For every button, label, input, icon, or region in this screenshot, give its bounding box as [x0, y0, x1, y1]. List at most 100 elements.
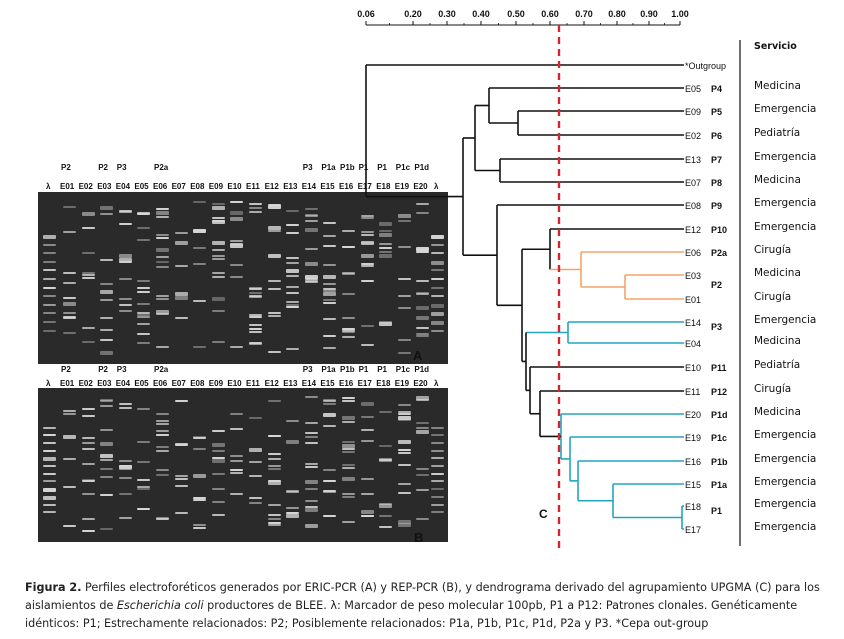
gel-band [43, 457, 56, 462]
gel-band [100, 400, 114, 403]
gel-pattern-label: P1c [395, 163, 411, 172]
lane-label: E13 [283, 379, 298, 388]
leaf-id-label: E15 [685, 480, 701, 490]
gel-band [156, 422, 169, 425]
axis-tick-label: 0.90 [640, 9, 658, 19]
gel-band [286, 512, 300, 515]
service-label: Emergencia [754, 221, 817, 233]
gel-pattern-label: P2a [154, 163, 169, 172]
lane-label: E19 [394, 182, 410, 191]
gel-band [137, 286, 151, 289]
gel-lane [267, 192, 281, 364]
gel-band [156, 313, 169, 316]
gel-lane [230, 388, 244, 542]
gel-band [397, 449, 411, 451]
gel-band [230, 346, 244, 349]
gel-lane [267, 388, 281, 542]
gel-band [416, 335, 430, 338]
gel-band [137, 332, 151, 335]
gel-band [323, 402, 337, 405]
leaf-id-label: E12 [685, 225, 701, 235]
gel-band [342, 271, 355, 274]
lane-label: E14 [301, 182, 317, 191]
gel-band [323, 413, 337, 418]
gel-band [100, 475, 114, 478]
gel-band [431, 295, 444, 298]
gel-band [63, 282, 76, 285]
gel-pattern-label: P1 [377, 365, 387, 374]
gel-band [118, 492, 132, 495]
gel-band [100, 458, 114, 461]
gel-band [286, 256, 300, 259]
gel-band [211, 219, 225, 222]
gel-band [323, 282, 337, 285]
gel-a-eric-pcr [38, 192, 448, 364]
gel-band [323, 222, 337, 225]
gel-band [174, 265, 188, 268]
leaf-pattern-label: P9 [711, 201, 722, 211]
lane-label: E03 [97, 379, 112, 388]
gel-band [156, 450, 169, 453]
gel-band [360, 510, 374, 515]
gel-band [286, 301, 300, 304]
gel-band [416, 488, 430, 491]
gel-lane [81, 388, 95, 542]
lane-label: E07 [171, 379, 186, 388]
gel-band [63, 316, 76, 319]
marker-label: λ [46, 379, 51, 388]
gel-band [431, 303, 444, 308]
gel-band [137, 508, 151, 511]
gel-band [431, 235, 444, 239]
gel-band [304, 463, 318, 466]
gel-band [286, 490, 300, 493]
gel-band [379, 251, 393, 254]
gel-band [118, 466, 132, 469]
gel-band [137, 316, 151, 319]
leaf-pattern-label: P1c [711, 433, 727, 443]
gel-band [397, 463, 411, 466]
gel-lane [174, 192, 188, 364]
gel-band [286, 513, 300, 518]
gel-band [286, 275, 300, 278]
gel-band [286, 286, 300, 289]
gel-band [63, 331, 76, 334]
gel-lane [416, 192, 430, 364]
gel-band [397, 416, 411, 421]
gel-band [267, 205, 281, 210]
gel-band [342, 229, 355, 232]
gel-band [193, 201, 207, 204]
service-label: Emergencia [754, 314, 817, 326]
gel-band [286, 268, 300, 273]
gel-band [118, 210, 132, 213]
gel-band [100, 282, 114, 285]
lane-label: E11 [246, 182, 260, 191]
gel-band [81, 463, 95, 466]
gel-band [267, 204, 281, 207]
leaf-id-label: E01 [685, 295, 701, 305]
gel-band [342, 450, 355, 453]
gel-band [118, 310, 132, 313]
gel-pattern-label: P2 [98, 365, 108, 374]
gel-band [63, 413, 76, 416]
gel-lane [249, 192, 262, 364]
gel-band [323, 480, 337, 483]
leaf-id-label: E04 [685, 339, 701, 349]
leaf-id-label: E09 [685, 107, 701, 117]
gel-band [397, 278, 411, 281]
cluster-pattern-label: P2 [711, 280, 722, 290]
gel-band [118, 516, 132, 519]
lane-label: E15 [320, 379, 335, 388]
gel-band [342, 466, 355, 469]
gel-band [43, 321, 56, 323]
lane-label: E10 [227, 182, 242, 191]
service-label: Emergencia [754, 103, 817, 115]
gel-band [118, 467, 132, 470]
gel-band [63, 272, 76, 274]
gel-pattern-label: P1d [414, 365, 430, 374]
service-header: Servicio [754, 41, 797, 52]
gel-band [342, 476, 355, 481]
gel-band [416, 291, 430, 294]
gel-band [211, 449, 225, 452]
gel-band [416, 293, 430, 296]
gel-band [118, 261, 132, 264]
